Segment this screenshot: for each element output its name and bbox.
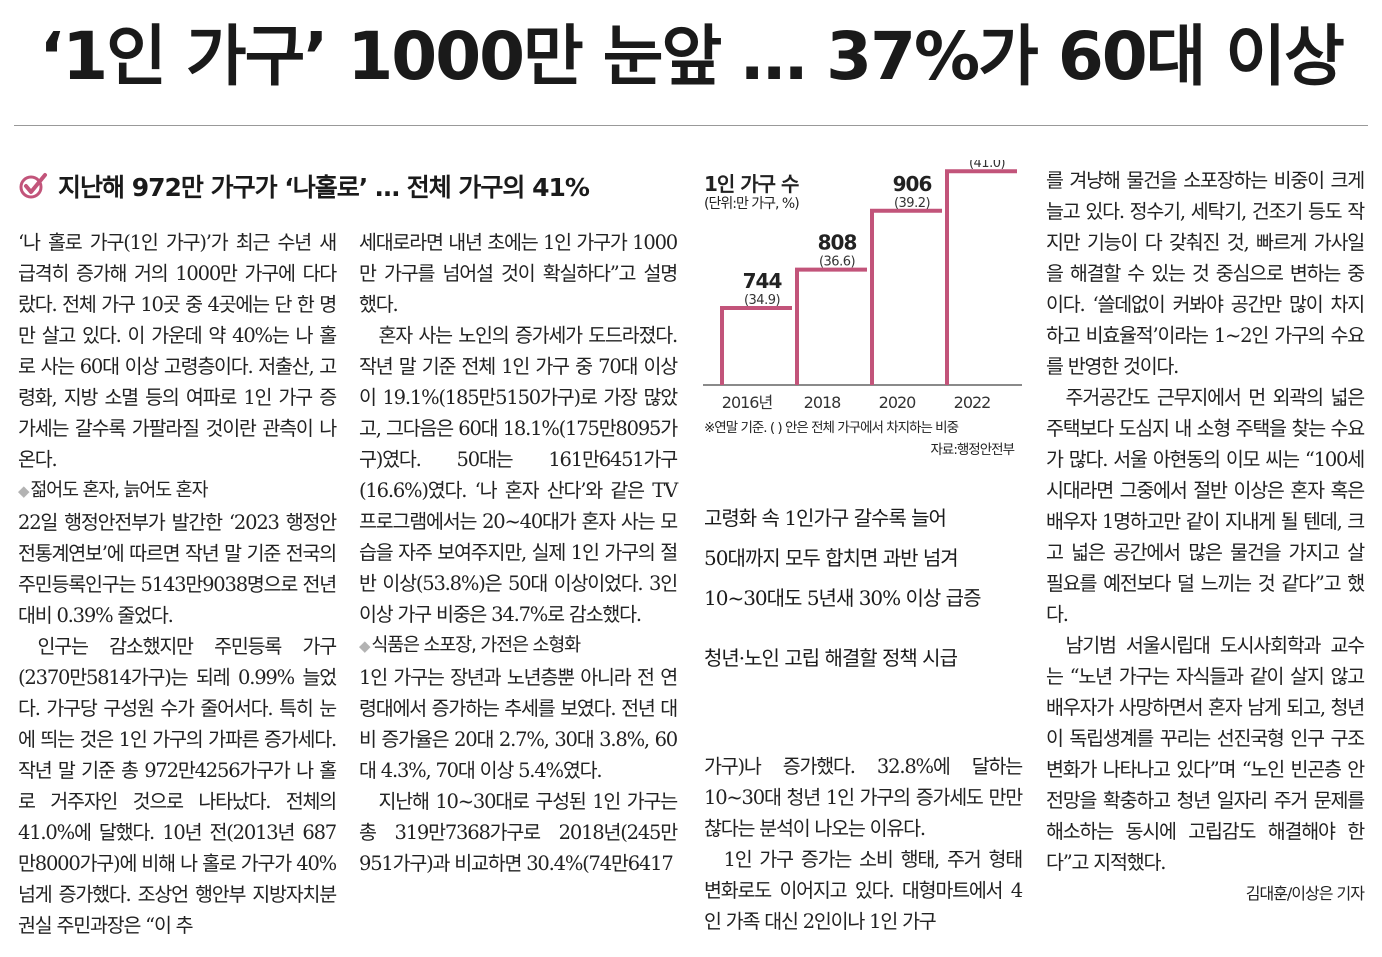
body-paragraph: 22일 행정안전부가 발간한 ‘2023 행정안전통계연보’에 따르면 작년 말…: [18, 511, 337, 627]
chart-share-label: (34.9): [744, 293, 780, 308]
check-circle-icon: [19, 173, 47, 199]
diamond-bullet-icon: ◆: [359, 637, 371, 655]
article-column-1: ‘나 홀로 가구(1인 가구)’가 최근 수년 새 급격히 증가해 거의 100…: [18, 227, 337, 941]
chart-value-label: 808: [818, 231, 857, 255]
body-paragraph: ‘나 홀로 가구(1인 가구)’가 최근 수년 새 급격히 증가해 거의 100…: [18, 231, 337, 471]
chart-category-label: 2020: [879, 393, 917, 412]
chart-bar: [945, 169, 1017, 385]
households-bar-chart: 744(34.9) 2016년 808(36.6) 2018 906(39.2) 2020…: [703, 160, 1022, 412]
section-heading: ◆ 식품은 소포장, 가전은 소형화: [359, 630, 677, 662]
article-column-4: 를 겨냥해 물건을 소포장하는 비중이 크게 늘고 있다. 정수기, 세탁기, …: [1046, 165, 1365, 909]
deck-line: 50대까지 모두 합치면 과반 넘겨: [704, 546, 959, 570]
body-paragraph: 세대로라면 내년 초에는 1인 가구가 1000만 가구를 넘어설 것이 확실하…: [359, 231, 678, 316]
chart-bar: [870, 208, 942, 385]
deck-line: 청년·노인 고립 해결할 정책 시급: [704, 646, 958, 670]
body-paragraph: 1인 가구는 장년과 노년층뿐 아니라 전 연령대에서 증가하는 추세를 보였다…: [359, 666, 678, 782]
body-paragraph: 가구)나 증가했다. 32.8%에 달하는 10~30대 청년 1인 가구의 증…: [704, 755, 1023, 840]
chart-value-label: 744: [743, 269, 782, 293]
article-column-3: 가구)나 증가했다. 32.8%에 달하는 10~30대 청년 1인 가구의 증…: [704, 751, 1023, 937]
body-paragraph: 남기범 서울시립대 도시사회학과 교수는 “노년 가구는 자식들과 같이 살지 …: [1046, 634, 1365, 874]
chart-source: 자료:행정안전부: [930, 442, 1015, 458]
deck-line: 고령화 속 1인가구 갈수록 늘어: [704, 506, 947, 530]
diamond-bullet-icon: ◆: [18, 482, 30, 500]
headline-divider: [14, 125, 1368, 126]
body-paragraph: 지난해 10~30대로 구성된 1인 가구는 총 319만7368가구로 201…: [359, 790, 678, 875]
body-paragraph: 주거공간도 근무지에서 먼 외곽의 넓은 주택보다 도심지 내 소형 주택을 찾…: [1046, 386, 1365, 626]
chart-bar: [795, 267, 867, 385]
article-column-2: 세대로라면 내년 초에는 1인 가구가 1000만 가구를 넘어설 것이 확실하…: [359, 227, 678, 879]
subheadline-text: 지난해 972만 가구가 ‘나홀로’ … 전체 가구의 41%: [58, 173, 590, 202]
chart-share-label: (36.6): [819, 255, 855, 270]
chart-category-label: 2018: [804, 393, 842, 412]
body-paragraph: 혼자 사는 노인의 증가세가 도드라졌다. 작년 말 기준 전체 1인 가구 중…: [359, 324, 678, 626]
chart-share-label: (39.2): [894, 196, 930, 211]
subheadline: 지난해 972만 가구가 ‘나홀로’ … 전체 가구의 41%: [18, 166, 590, 206]
chart-category-label: 2022: [954, 393, 991, 412]
chart-note: ※연말 기준. ( ) 안은 전체 가구에서 차지하는 비중: [704, 420, 959, 436]
body-paragraph: 인구는 감소했지만 주민등록 가구(2370만5814가구)는 되레 0.99%…: [18, 635, 337, 937]
section-heading-text: 식품은 소포장, 가전은 소형화: [371, 635, 581, 656]
headline: ‘1인 가구’ 1000만 눈앞 … 37%가 60대 이상: [39, 18, 1345, 95]
chart-title: 1인 가구 수: [704, 172, 799, 196]
section-heading-text: 젊어도 혼자, 늙어도 혼자: [30, 480, 208, 501]
chart-unit: (단위:만 가구, %): [704, 196, 800, 212]
chart-category-label: 2016년: [722, 393, 773, 412]
section-heading: ◆ 젊어도 혼자, 늙어도 혼자: [18, 475, 336, 507]
chart-bar: [720, 306, 792, 385]
byline: 김대훈/이상은 기자: [1245, 884, 1365, 903]
deck-line: 10~30대도 5년새 30% 이상 급증: [704, 586, 981, 610]
chart-value-label: 906: [893, 172, 932, 196]
body-paragraph: 1인 가구 증가는 소비 행태, 주거 형태 변화로도 이어지고 있다. 대형마…: [704, 848, 1023, 933]
body-paragraph: 를 겨냥해 물건을 소포장하는 비중이 크게 늘고 있다. 정수기, 세탁기, …: [1046, 169, 1365, 378]
deck-headlines: 고령화 속 1인가구 갈수록 늘어 50대까지 모두 합치면 과반 넘겨 10~…: [704, 498, 1024, 678]
chart-share-label: (41.0): [969, 160, 1005, 171]
